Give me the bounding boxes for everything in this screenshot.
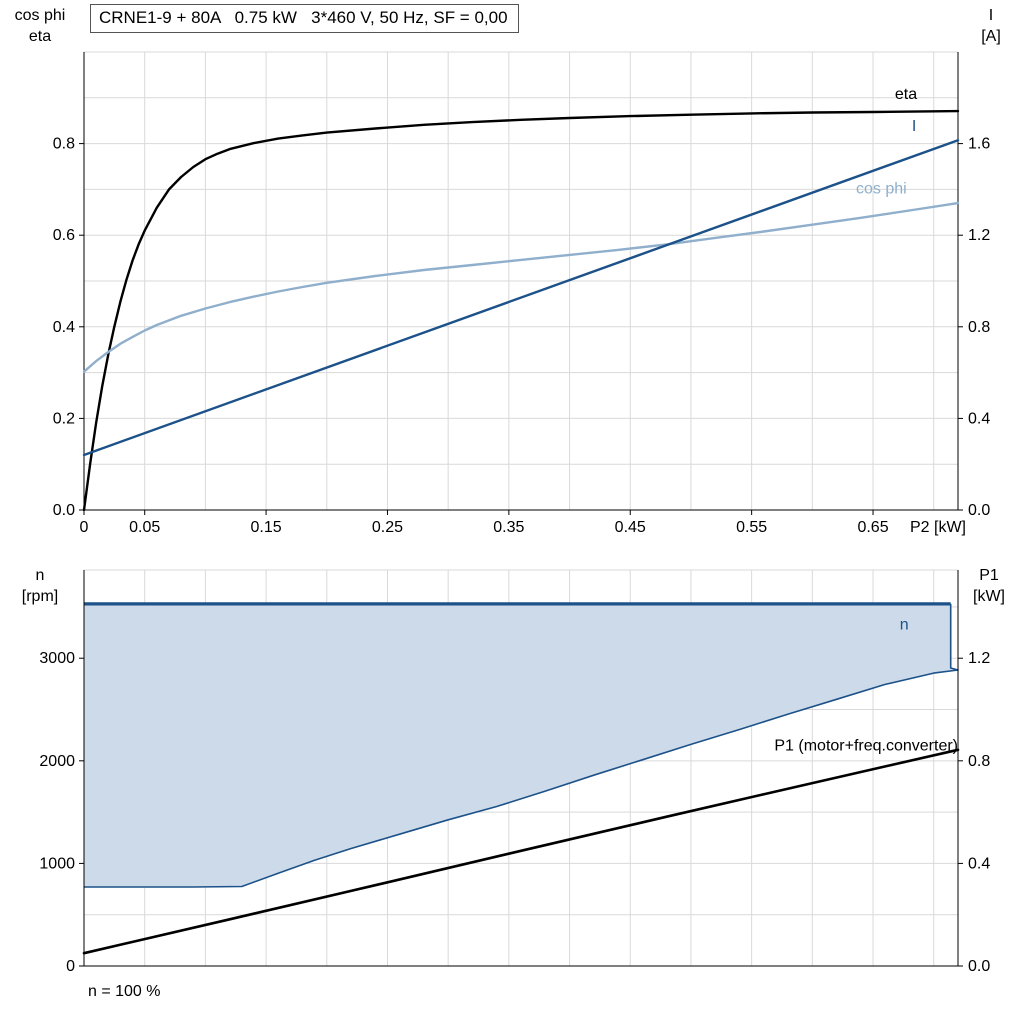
svg-text:0.65: 0.65	[857, 519, 888, 536]
svg-text:n: n	[900, 616, 909, 633]
axis-title-p1-unit: [kW]	[973, 588, 1005, 605]
axis-title-eta: eta	[28, 28, 52, 45]
svg-text:0.0: 0.0	[968, 502, 990, 519]
bottom-right-axis-title: P1 [kW]	[958, 565, 1020, 607]
svg-text:0.8: 0.8	[968, 753, 990, 770]
svg-text:3000: 3000	[39, 650, 75, 667]
svg-text:0.0: 0.0	[968, 958, 990, 975]
svg-text:P2 [kW]: P2 [kW]	[910, 519, 966, 536]
svg-text:0: 0	[66, 958, 75, 975]
axis-title-p1: P1	[979, 567, 999, 584]
svg-text:cos phi: cos phi	[856, 180, 907, 197]
top-left-axis-title: cos phi eta	[2, 5, 78, 47]
axis-title-current: I	[988, 7, 994, 24]
svg-text:0.0: 0.0	[53, 502, 75, 519]
axis-title-current-unit: [A]	[981, 28, 1001, 45]
chart-title-box: CRNE1-9 + 80A 0.75 kW 3*460 V, 50 Hz, SF…	[90, 4, 519, 33]
svg-text:eta: eta	[895, 86, 917, 103]
svg-text:0.8: 0.8	[53, 136, 75, 153]
svg-text:0.2: 0.2	[53, 410, 75, 427]
axis-title-cos-phi: cos phi	[14, 7, 66, 24]
svg-text:I: I	[912, 118, 916, 135]
svg-text:0.55: 0.55	[736, 519, 767, 536]
svg-text:0.4: 0.4	[53, 319, 75, 336]
svg-text:0.25: 0.25	[372, 519, 403, 536]
svg-text:2000: 2000	[39, 753, 75, 770]
svg-text:1.2: 1.2	[968, 227, 990, 244]
svg-text:0.4: 0.4	[968, 410, 990, 427]
axis-title-speed-unit: [rpm]	[21, 588, 59, 605]
speed-percentage-note: n = 100 %	[88, 983, 161, 1000]
svg-text:0.6: 0.6	[53, 227, 75, 244]
svg-text:1.6: 1.6	[968, 136, 990, 153]
svg-text:1000: 1000	[39, 855, 75, 872]
svg-text:1.2: 1.2	[968, 650, 990, 667]
svg-text:0.15: 0.15	[251, 519, 282, 536]
svg-text:0.35: 0.35	[493, 519, 524, 536]
svg-text:0.4: 0.4	[968, 855, 990, 872]
bottom-left-axis-title: n [rpm]	[2, 565, 78, 607]
svg-text:P1 (motor+freq.converter): P1 (motor+freq.converter)	[774, 737, 958, 754]
svg-text:0.8: 0.8	[968, 319, 990, 336]
axis-title-speed: n	[35, 567, 45, 584]
svg-text:0.45: 0.45	[615, 519, 646, 536]
svg-text:0.05: 0.05	[129, 519, 160, 536]
top-right-axis-title: I [A]	[962, 5, 1020, 47]
svg-text:0: 0	[80, 519, 89, 536]
